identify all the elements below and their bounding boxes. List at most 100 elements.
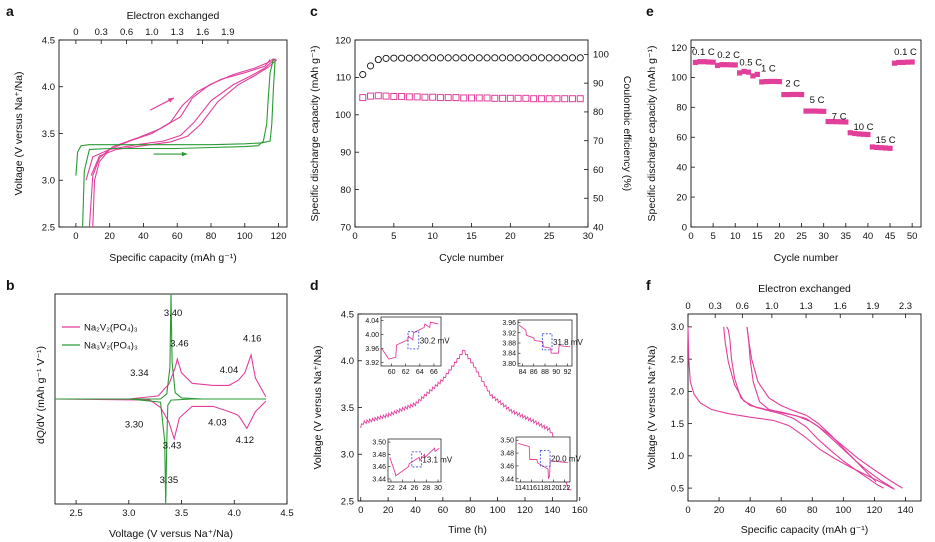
inset-frame — [380, 316, 442, 367]
rate-marker — [701, 59, 707, 65]
rate-marker — [728, 62, 734, 68]
curve-Na2V2(PO4)3 charge — [55, 352, 267, 400]
inset-x-tick-label: 120 — [548, 485, 560, 492]
capacity-marker — [514, 94, 522, 102]
rate-marker — [860, 131, 867, 137]
x-tick-label: 120 — [866, 505, 882, 516]
y-axis-label: dQ/dV (mAh g⁻¹ V⁻¹) — [35, 346, 47, 444]
capacity-marker — [405, 93, 413, 101]
efficiency-marker — [359, 70, 367, 79]
inset-top-right: 84 86 88 90 92 3.80 3.84 3.88 3.92 3.96 31.8 mV — [502, 319, 583, 376]
y-tick-label: 4.5 — [341, 309, 354, 320]
rate-marker — [807, 108, 814, 114]
curve-pink-discharge-1 — [85, 58, 276, 181]
y-tick-label: 2.0 — [671, 387, 684, 398]
rate-marker — [852, 130, 858, 137]
x-tick-label: 25 — [796, 231, 807, 242]
top-tick-label: 1.3 — [171, 27, 184, 38]
rate-marker — [692, 59, 699, 66]
efficiency-marker — [452, 54, 460, 62]
top-tick-label: 1.0 — [765, 301, 778, 312]
rate-marker — [794, 91, 800, 98]
panel-c: c 0 5 10 15 20 25 30 70 80 90 100 110 120 40 50 60 70 80 90… — [309, 3, 633, 264]
efficiency-marker — [413, 54, 421, 62]
inset-y-tick-label: 4.04 — [365, 318, 379, 325]
inset-curve — [381, 321, 439, 360]
rate-marker — [869, 144, 875, 150]
rate-marker — [768, 78, 774, 85]
rate-label: 0.5 C — [739, 57, 762, 68]
x-axis-label: Specific capacity (mAh g⁻¹) — [109, 252, 237, 264]
y-tick-label: 100 — [593, 50, 609, 61]
top-tick-label: 0.3 — [709, 301, 722, 312]
y-tick-label: 90 — [593, 78, 604, 89]
capacity-marker — [436, 94, 444, 102]
capacity-marker — [530, 95, 538, 103]
rate-marker — [759, 79, 765, 85]
x-axis-label: Cycle number — [774, 252, 839, 264]
y-tick-label: 0.5 — [671, 483, 684, 494]
x-tick-label: 20 — [774, 231, 785, 242]
y-tick-label: 70 — [593, 136, 604, 147]
overpotential-box — [541, 333, 553, 351]
y-tick-label: 0 — [682, 222, 687, 233]
inset-y-tick-label: 3.80 — [502, 361, 516, 368]
inset-y-tick-label: 3.50 — [372, 440, 386, 447]
legend-label: Na₃V₂(PO₄)₃ — [84, 341, 138, 352]
rate-marker — [772, 78, 778, 85]
inset-x-tick-label: 30 — [434, 485, 442, 492]
rate-marker — [838, 119, 844, 125]
inset-curve — [518, 324, 570, 354]
rate-marker — [896, 59, 902, 66]
capacity-marker — [390, 92, 398, 100]
y-tick-label: 40 — [593, 222, 604, 233]
capacity-marker — [398, 92, 406, 100]
efficiency-marker — [537, 54, 545, 62]
inset-y-tick-label: 3.44 — [500, 476, 514, 483]
x-tick-label: 0 — [352, 231, 357, 242]
peak-annotation: 4.12 — [236, 435, 255, 446]
rate-marker — [856, 131, 862, 137]
top-tick-label: 0 — [685, 301, 690, 312]
curve-cycle-1 — [687, 326, 895, 490]
x-tick-label: 3.0 — [122, 508, 135, 519]
curve-Na3V2(PO4)3 discharge — [55, 398, 266, 505]
efficiency-marker — [491, 54, 499, 62]
x-axis-label: Cycle number — [439, 252, 504, 264]
capacity-marker — [444, 94, 452, 102]
rate-marker — [909, 59, 915, 65]
legend-label: Na₂V₂(PO₄)₃ — [84, 323, 138, 334]
efficiency-marker — [436, 54, 444, 62]
top-tick-label: 1.6 — [834, 301, 847, 312]
efficiency-marker — [506, 54, 514, 62]
y-tick-label: 50 — [593, 194, 604, 205]
inset-x-tick-label: 114 — [515, 485, 526, 492]
capacity-marker — [568, 95, 576, 103]
rate-marker — [776, 78, 783, 85]
rate-label: 0.2 C — [717, 50, 740, 61]
efficiency-marker — [522, 54, 530, 62]
plot-frame — [58, 39, 288, 228]
y-tick-label: 80 — [676, 103, 687, 114]
x-tick-label: 20 — [383, 505, 394, 516]
inset-x-tick-label: 116 — [526, 485, 537, 492]
x-axis-label: Voltage (V versus Na⁺/Na) — [109, 528, 233, 540]
panel-label-e: e — [646, 3, 654, 19]
x-tick-label: 120 — [517, 505, 533, 516]
capacity-marker — [382, 92, 390, 100]
rate-label: 7 C — [832, 111, 847, 122]
inset-x-tick-label: 28 — [422, 485, 430, 492]
capacity-marker — [576, 95, 584, 103]
y2-axis-label: Coulombic efficiency (%) — [621, 76, 633, 191]
peak-annotation: 3.43 — [163, 440, 182, 451]
inset-top-left: 60 62 64 66 3.92 3.96 4.00 4.04 30.2 mV — [365, 316, 450, 376]
inset-x-tick-label: 26 — [411, 485, 419, 492]
inset-x-tick-label: 90 — [552, 369, 560, 376]
efficiency-marker — [545, 54, 553, 62]
capacity-marker — [553, 95, 561, 103]
capacity-marker — [475, 94, 483, 102]
inset-x-tick-label: 88 — [541, 369, 549, 376]
capacity-marker — [374, 92, 382, 100]
peak-annotation: 3.46 — [170, 339, 189, 350]
